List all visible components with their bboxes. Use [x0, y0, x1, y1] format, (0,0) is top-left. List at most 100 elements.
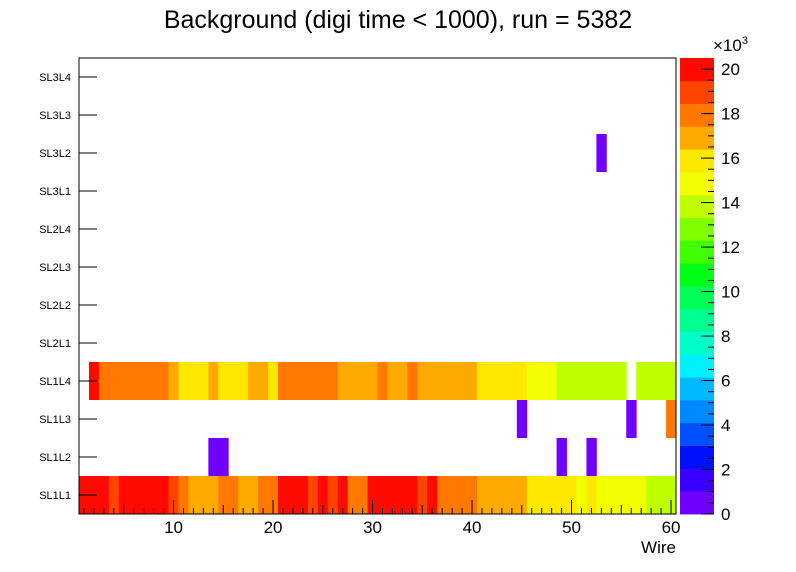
heatmap-cell-sl1l1-wire-6 — [128, 476, 140, 514]
heatmap-cell-sl1l4-wire-53 — [596, 362, 607, 400]
heatmap-cell-sl1l4-wire-17 — [238, 362, 249, 400]
heatmap-cell-sl1l4-wire-23 — [297, 362, 309, 400]
heatmap-cell-sl1l1-wire-25 — [317, 476, 329, 514]
heatmap-cell-sl1l4-wire-37 — [437, 362, 448, 400]
heatmap-cell-sl1l4-wire-31 — [377, 362, 388, 400]
heatmap-cell-sl1l1-wire-28 — [347, 476, 358, 514]
y-tick-label-sl3l1: SL3L1 — [39, 186, 71, 198]
heatmap-cell-sl1l4-wire-59 — [656, 362, 667, 400]
heatmap-cell-sl1l2-wire-52 — [586, 438, 597, 476]
heatmap-cell-sl1l4-wire-34 — [407, 362, 418, 400]
z-tick-label-12: 12 — [721, 238, 740, 257]
multiplier-exponent: 3 — [742, 35, 748, 47]
color-scale-bin-6 — [680, 354, 714, 378]
heatmap-cell-sl1l1-wire-32 — [387, 476, 398, 514]
heatmap-cell-sl1l4-wire-3 — [98, 362, 110, 400]
color-scale-bin-1 — [680, 468, 714, 492]
heatmap-cell-sl1l4-wire-5 — [118, 362, 130, 400]
color-scale-bin-12 — [680, 217, 714, 241]
z-tick-label-10: 10 — [721, 283, 740, 302]
heatmap-cell-sl1l1-wire-11 — [178, 476, 189, 514]
heatmap-cell-sl1l1-wire-18 — [248, 476, 259, 514]
heatmap-cell-sl1l1-wire-33 — [397, 476, 408, 514]
heatmap-cell-sl1l4-wire-20 — [268, 362, 279, 400]
heatmap-cell-sl1l4-wire-12 — [188, 362, 199, 400]
heatmap-cell-sl1l4-wire-32 — [387, 362, 398, 400]
heatmap-cell-sl1l4-wire-13 — [198, 362, 209, 400]
heatmap-cell-sl1l2-wire-49 — [556, 438, 567, 476]
heatmap-cell-sl1l4-wire-10 — [168, 362, 179, 400]
heatmap-cell-sl3l2-wire-53 — [596, 134, 607, 172]
heatmap-cell-sl1l2-wire-14 — [208, 438, 219, 476]
color-scale-bin-3 — [680, 422, 714, 446]
heatmap-cell-sl1l1-wire-43 — [496, 476, 508, 514]
x-tick-label-20: 20 — [264, 518, 283, 537]
z-tick-label-14: 14 — [721, 194, 740, 213]
color-scale-bin-0 — [680, 491, 714, 515]
heatmap-cell-sl1l4-wire-33 — [397, 362, 408, 400]
heatmap-cell-sl1l1-wire-24 — [307, 476, 319, 514]
x-tick-label-60: 60 — [662, 518, 681, 537]
y-axis: SL1L1 SL1L2 SL1L3 SL1L4 SL2L1 SL2L2 SL2L3 SL2L4… — [39, 72, 97, 502]
heatmap-cell-sl1l1-wire-19 — [258, 476, 269, 514]
heatmap-cell-sl1l1-wire-21 — [278, 476, 289, 514]
heatmap-cell-sl1l4-wire-21 — [278, 362, 289, 400]
heatmap-cell-sl1l4-wire-26 — [327, 362, 339, 400]
heatmap-cell-sl1l4-wire-55 — [616, 362, 627, 400]
y-tick-label-sl2l4: SL2L4 — [39, 224, 71, 236]
heatmap-cell-sl1l1-wire-59 — [656, 476, 667, 514]
heatmap-cell-sl1l2-wire-15 — [218, 438, 229, 476]
heatmap-cell-sl1l4-wire-52 — [586, 362, 597, 400]
heatmap-cell-sl1l1-wire-60 — [666, 476, 677, 514]
heatmap-cell-sl1l4-wire-42 — [486, 362, 498, 400]
color-scale-bin-18 — [680, 80, 714, 104]
heatmap-cell-sl1l1-wire-17 — [238, 476, 249, 514]
heatmap-cell-sl1l1-wire-41 — [477, 476, 488, 514]
heatmap-cells — [79, 134, 677, 514]
x-tick-label-10: 10 — [164, 518, 183, 537]
heatmap-cell-sl1l1-wire-15 — [218, 476, 229, 514]
heatmap-cell-sl1l1-wire-46 — [526, 476, 538, 514]
heatmap-cell-sl1l1-wire-30 — [367, 476, 378, 514]
heatmap-cell-sl1l4-wire-46 — [526, 362, 538, 400]
heatmap-cell-sl1l1-wire-36 — [427, 476, 438, 514]
heatmap-cell-sl1l4-wire-45 — [516, 362, 528, 400]
heatmap-cell-sl1l4-wire-6 — [128, 362, 140, 400]
z-tick-label-4: 4 — [721, 416, 730, 435]
heatmap-cell-sl1l4-wire-48 — [546, 362, 557, 400]
heatmap-cell-sl1l4-wire-7 — [138, 362, 150, 400]
color-scale-bin-19 — [680, 58, 714, 82]
heatmap-cell-sl1l3-wire-60 — [666, 400, 677, 438]
x-tick-label-30: 30 — [363, 518, 382, 537]
heatmap-cell-sl1l4-wire-38 — [447, 362, 458, 400]
color-scale-multiplier: ×103 — [713, 35, 748, 55]
color-scale-bin-8 — [680, 308, 714, 332]
heatmap-cell-sl1l1-wire-56 — [626, 476, 637, 514]
y-tick-label-sl1l1: SL1L1 — [39, 490, 71, 502]
color-scale-bin-14 — [680, 172, 714, 196]
heatmap-cell-sl1l4-wire-25 — [317, 362, 329, 400]
heatmap-cell-sl1l4-wire-44 — [506, 362, 518, 400]
x-tick-label-40: 40 — [463, 518, 482, 537]
heatmap-cell-sl1l4-wire-51 — [576, 362, 587, 400]
color-scale-bin-17 — [680, 103, 714, 127]
heatmap-cell-sl1l1-wire-3 — [98, 476, 110, 514]
y-tick-label-sl1l3: SL1L3 — [39, 414, 71, 426]
color-scale-bin-15 — [680, 149, 714, 173]
z-tick-label-0: 0 — [721, 505, 730, 524]
z-tick-label-6: 6 — [721, 372, 730, 391]
heatmap-cell-sl1l1-wire-9 — [158, 476, 169, 514]
x-axis-label: Wire — [641, 538, 676, 557]
heatmap-cell-sl1l4-wire-14 — [208, 362, 219, 400]
heatmap-cell-sl1l1-wire-38 — [447, 476, 458, 514]
heatmap-cell-sl1l1-wire-27 — [337, 476, 349, 514]
heatmap-cell-sl1l1-wire-31 — [377, 476, 388, 514]
heatmap-cell-sl1l4-wire-30 — [367, 362, 378, 400]
color-scale-bin-16 — [680, 126, 714, 150]
y-tick-label-sl2l3: SL2L3 — [39, 262, 71, 274]
z-tick-label-8: 8 — [721, 327, 730, 346]
color-scale-bin-13 — [680, 194, 714, 218]
z-tick-label-16: 16 — [721, 149, 740, 168]
heatmap-cell-sl1l4-wire-16 — [228, 362, 239, 400]
color-scale-bin-2 — [680, 445, 714, 469]
